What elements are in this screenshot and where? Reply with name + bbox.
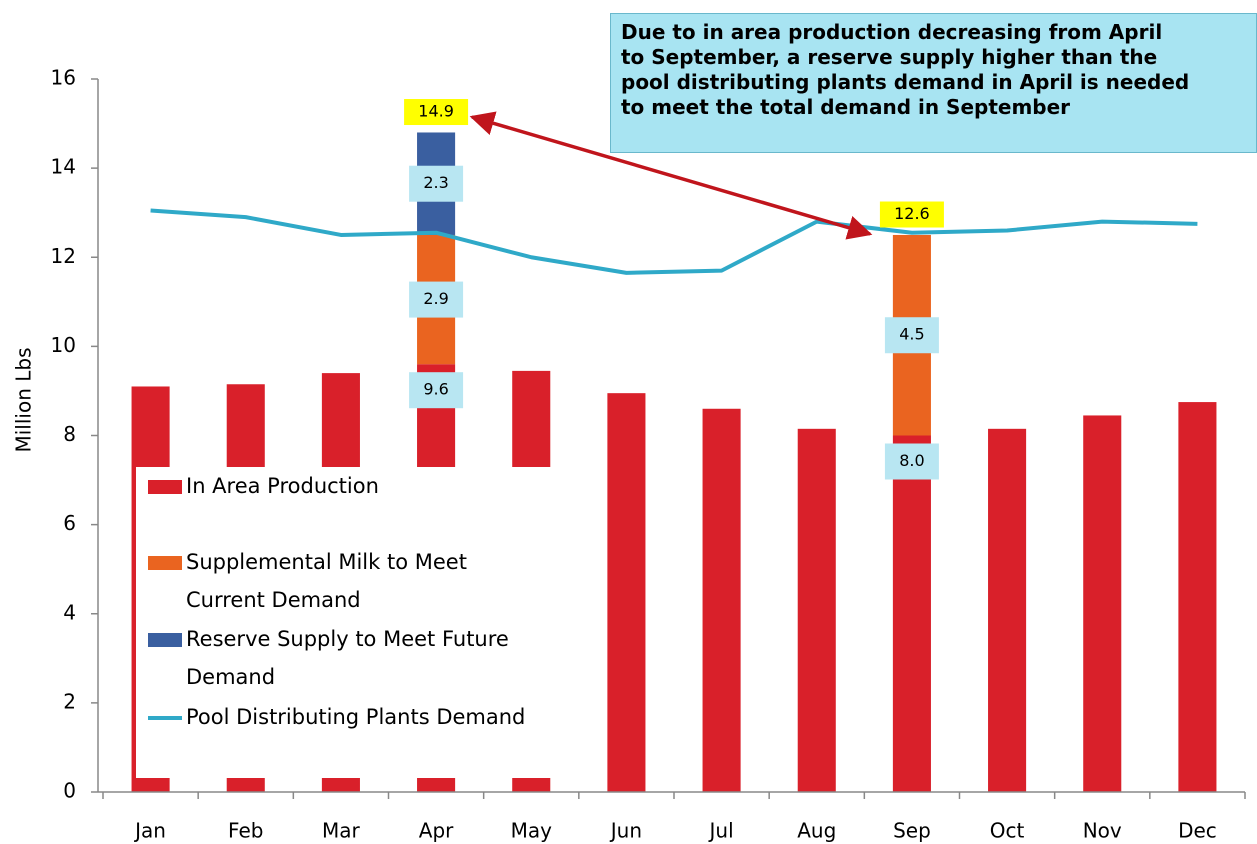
annotation-line: pool distributing plants demand in April…: [621, 70, 1190, 94]
legend-label: In Area Production: [186, 474, 379, 498]
legend-swatch: [148, 716, 182, 720]
y-tick-label: 4: [63, 600, 76, 624]
y-tick-label: 6: [63, 511, 76, 535]
x-tick-label: Aug: [797, 819, 836, 843]
legend-swatch: [148, 556, 182, 570]
y-tick-label: 16: [51, 66, 76, 90]
bar-segment: [607, 393, 646, 792]
data-label: 2.3: [423, 173, 448, 192]
data-label: 4.5: [899, 325, 924, 344]
demand-line: [150, 208, 1198, 275]
y-tick-label: 12: [51, 244, 76, 268]
data-label: 9.6: [423, 380, 448, 399]
x-tick-label: Apr: [419, 819, 454, 843]
x-tick-label: Oct: [990, 819, 1025, 843]
x-tick-label: Mar: [322, 819, 361, 843]
data-label-bg: [884, 443, 939, 480]
x-tick-label: Sep: [893, 819, 931, 843]
bar-segment: [1178, 402, 1217, 792]
x-tick-label: Jan: [133, 819, 166, 843]
bar-segment: [797, 428, 836, 792]
overlay: 9.6 8.0 2.9 4.5 2.3 14.9 12.6: [404, 99, 944, 480]
x-tick-label: Jun: [609, 819, 642, 843]
legend-label: Reserve Supply to Meet Future Demand: [186, 627, 509, 689]
legend-label: Pool Distributing Plants Demand: [186, 705, 526, 729]
annotation-box: Due to in area production decreasing fro…: [610, 13, 1257, 153]
y-tick-label: 14: [51, 155, 76, 179]
total-label: 14.9: [418, 102, 454, 121]
data-label: 8.0: [899, 451, 924, 470]
legend-item: In Area Production: [148, 467, 578, 505]
data-label-bg: [409, 165, 464, 202]
annotation-line: to September, a reserve supply higher th…: [621, 45, 1158, 69]
legend-item: Reserve Supply to Meet Future Demand: [148, 620, 578, 696]
data-label-bg: [884, 317, 939, 354]
total-label-bg: [879, 201, 944, 228]
bar-segment: [1083, 415, 1122, 792]
legend-swatch: [148, 633, 182, 647]
data-label-bg: [409, 372, 464, 409]
y-tick-label: 2: [63, 689, 76, 713]
y-tick-label: 8: [63, 422, 76, 446]
x-tick-label: May: [511, 819, 553, 843]
bar-segment: [988, 428, 1027, 792]
x-tick-label: Nov: [1083, 819, 1122, 843]
total-label-bg: [404, 99, 469, 126]
bar-segment: [702, 408, 741, 792]
legend-item: Supplemental Milk to Meet Current Demand: [148, 543, 578, 619]
y-tick-label: 10: [51, 333, 76, 357]
x-tick-label: Dec: [1178, 819, 1217, 843]
legend-item: Pool Distributing Plants Demand: [148, 698, 578, 736]
total-label: 12.6: [894, 204, 930, 223]
bar-segment: [892, 435, 931, 792]
y-tick-label: 0: [63, 779, 76, 803]
data-label: 2.9: [423, 289, 448, 308]
y-axis-label: Million Lbs: [12, 347, 36, 452]
annotation-line: to meet the total demand in September: [621, 95, 1071, 119]
legend-swatch: [148, 480, 182, 494]
legend: In Area Production Supplemental Milk to M…: [134, 467, 584, 778]
legend-label: Supplemental Milk to Meet Current Demand: [186, 550, 467, 612]
data-label-bg: [409, 281, 464, 318]
x-tick-label: Jul: [708, 819, 734, 843]
annotation-line: Due to in area production decreasing fro…: [621, 20, 1163, 44]
x-tick-label: Feb: [228, 819, 263, 843]
